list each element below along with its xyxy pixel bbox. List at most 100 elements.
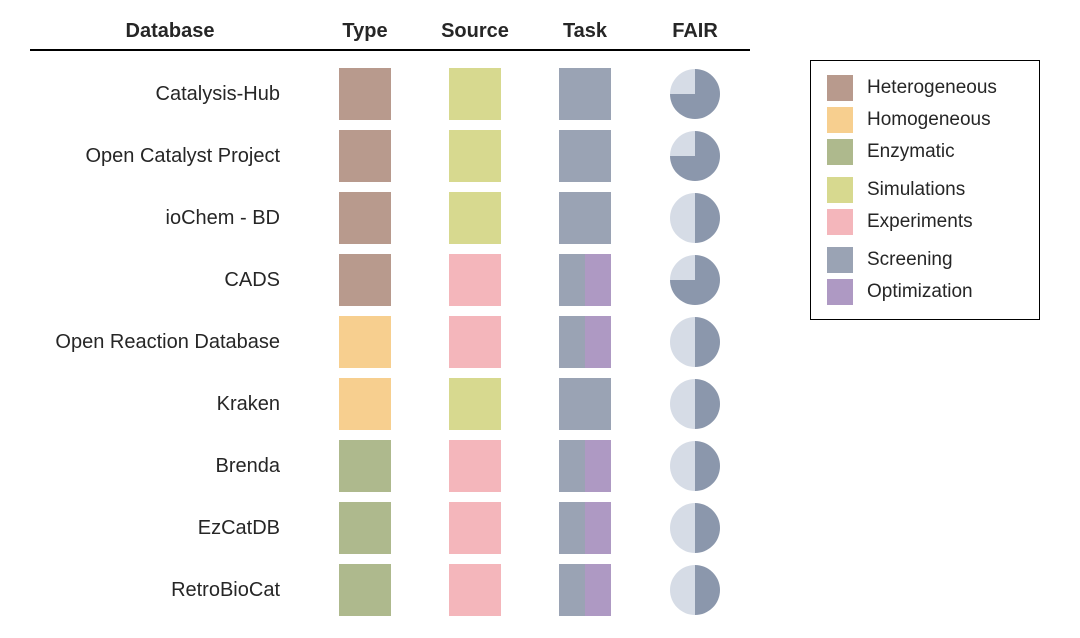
category-swatch xyxy=(559,130,611,182)
category-swatch xyxy=(559,192,611,244)
task-cell xyxy=(530,68,640,120)
legend-swatch xyxy=(827,139,853,165)
category-swatch xyxy=(339,564,391,616)
database-name: Kraken xyxy=(30,393,310,416)
fair-cell xyxy=(640,565,750,615)
database-name: Open Reaction Database xyxy=(30,331,310,354)
type-cell xyxy=(310,130,420,182)
category-swatch xyxy=(449,502,501,554)
type-cell xyxy=(310,502,420,554)
fair-cell xyxy=(640,193,750,243)
category-swatch xyxy=(339,378,391,430)
fair-cell xyxy=(640,379,750,429)
legend-swatch xyxy=(827,247,853,273)
task-cell xyxy=(530,130,640,182)
category-swatch xyxy=(339,316,391,368)
category-swatch xyxy=(559,378,611,430)
fair-cell xyxy=(640,131,750,181)
category-swatch xyxy=(339,192,391,244)
task-cell xyxy=(530,316,640,368)
source-cell xyxy=(420,440,530,492)
header-fair: FAIR xyxy=(640,20,750,43)
legend-swatch xyxy=(827,107,853,133)
fair-pie xyxy=(670,503,720,553)
task-cell xyxy=(530,502,640,554)
fair-cell xyxy=(640,69,750,119)
legend-group: Heterogeneous Homogeneous Enzymatic xyxy=(827,75,1023,165)
category-swatch xyxy=(339,130,391,182)
table-header-row: Database Type Source Task FAIR xyxy=(30,20,750,51)
database-name: Brenda xyxy=(30,455,310,478)
table-row: Open Catalyst Project xyxy=(30,125,750,187)
legend-label: Homogeneous xyxy=(867,109,991,131)
header-type: Type xyxy=(310,20,420,43)
fair-pie xyxy=(670,379,720,429)
source-cell xyxy=(420,502,530,554)
legend-swatch xyxy=(827,177,853,203)
task-cell xyxy=(530,564,640,616)
table-row: RetroBioCat xyxy=(30,559,750,621)
header-database: Database xyxy=(30,20,310,43)
category-swatch xyxy=(449,564,501,616)
category-swatch xyxy=(449,378,501,430)
type-cell xyxy=(310,440,420,492)
category-swatch xyxy=(559,440,611,492)
table-row: CADS xyxy=(30,249,750,311)
database-name: Catalysis-Hub xyxy=(30,83,310,106)
type-cell xyxy=(310,68,420,120)
table-row: Open Reaction Database xyxy=(30,311,750,373)
legend-item: Screening xyxy=(827,247,1023,273)
task-cell xyxy=(530,254,640,306)
fair-pie xyxy=(670,317,720,367)
category-swatch xyxy=(339,440,391,492)
header-source: Source xyxy=(420,20,530,43)
type-cell xyxy=(310,254,420,306)
legend-swatch xyxy=(827,75,853,101)
legend-label: Simulations xyxy=(867,179,965,201)
category-swatch xyxy=(559,254,611,306)
fair-pie xyxy=(670,255,720,305)
fair-cell xyxy=(640,317,750,367)
category-swatch xyxy=(449,440,501,492)
legend-item: Heterogeneous xyxy=(827,75,1023,101)
legend-label: Experiments xyxy=(867,211,973,233)
legend-group: Simulations Experiments xyxy=(827,177,1023,235)
legend-item: Enzymatic xyxy=(827,139,1023,165)
fair-pie xyxy=(670,565,720,615)
category-swatch xyxy=(339,68,391,120)
table-row: Kraken xyxy=(30,373,750,435)
category-swatch xyxy=(449,130,501,182)
table-row: Catalysis-Hub xyxy=(30,63,750,125)
task-cell xyxy=(530,440,640,492)
source-cell xyxy=(420,564,530,616)
type-cell xyxy=(310,378,420,430)
type-cell xyxy=(310,192,420,244)
table-row: Brenda xyxy=(30,435,750,497)
category-swatch xyxy=(449,254,501,306)
source-cell xyxy=(420,378,530,430)
legend-label: Screening xyxy=(867,249,953,271)
type-cell xyxy=(310,316,420,368)
task-cell xyxy=(530,192,640,244)
table-row: EzCatDB xyxy=(30,497,750,559)
category-swatch xyxy=(559,502,611,554)
category-swatch xyxy=(559,316,611,368)
legend-item: Homogeneous xyxy=(827,107,1023,133)
database-name: CADS xyxy=(30,269,310,292)
legend-item: Optimization xyxy=(827,279,1023,305)
legend-box: Heterogeneous Homogeneous Enzymatic Simulat… xyxy=(810,60,1040,320)
source-cell xyxy=(420,192,530,244)
source-cell xyxy=(420,68,530,120)
database-name: EzCatDB xyxy=(30,517,310,540)
category-swatch xyxy=(449,192,501,244)
fair-pie xyxy=(670,441,720,491)
fair-cell xyxy=(640,441,750,491)
source-cell xyxy=(420,254,530,306)
legend-swatch xyxy=(827,279,853,305)
legend-swatch xyxy=(827,209,853,235)
header-task: Task xyxy=(530,20,640,43)
database-name: Open Catalyst Project xyxy=(30,145,310,168)
legend-item: Simulations xyxy=(827,177,1023,203)
legend-item: Experiments xyxy=(827,209,1023,235)
category-swatch xyxy=(339,254,391,306)
